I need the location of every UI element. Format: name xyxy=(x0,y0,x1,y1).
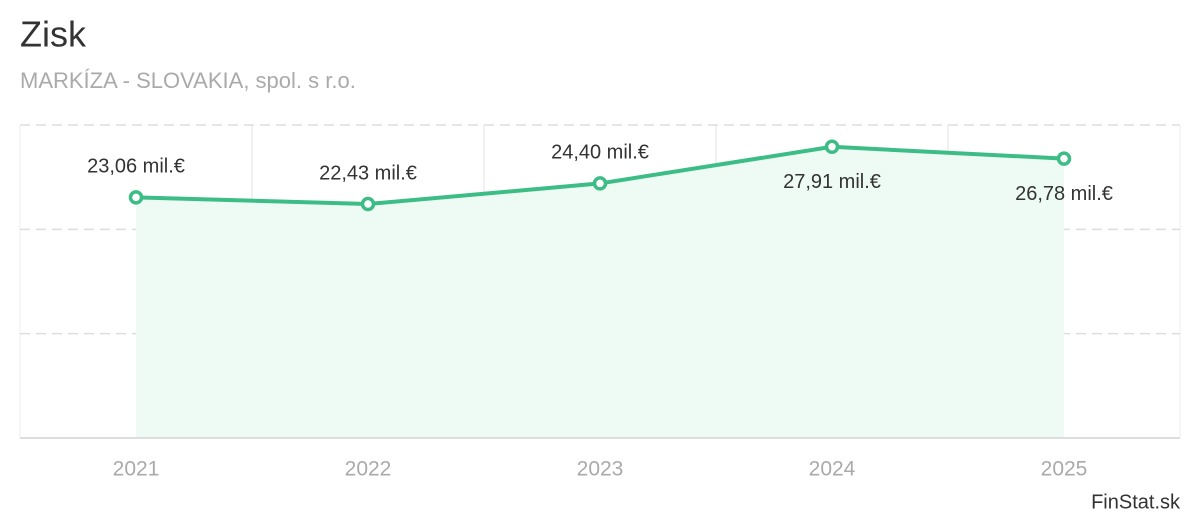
value-label: 23,06 mil.€ xyxy=(87,156,185,178)
x-tick-label: 2024 xyxy=(809,458,856,481)
area-fill xyxy=(136,146,1064,438)
chart-title: Zisk xyxy=(20,14,87,55)
point xyxy=(592,176,608,191)
chart-subtitle: MARKÍZA - SLOVAKIA, spol. s r.o. xyxy=(20,68,356,93)
value-label: 26,78 mil.€ xyxy=(1015,183,1113,205)
x-tick-label: 2022 xyxy=(345,458,392,481)
x-tick-label: 2023 xyxy=(577,458,624,481)
point xyxy=(128,190,144,205)
point xyxy=(1056,151,1072,166)
value-label: 24,40 mil.€ xyxy=(551,142,649,164)
x-tick-label: 2025 xyxy=(1041,458,1088,481)
source-label: FinStat.sk xyxy=(1091,491,1181,513)
value-label: 22,43 mil.€ xyxy=(319,162,417,184)
x-tick-label: 2021 xyxy=(113,458,160,481)
point xyxy=(824,139,840,155)
value-label: 27,91 mil.€ xyxy=(783,171,881,193)
point xyxy=(360,196,376,212)
